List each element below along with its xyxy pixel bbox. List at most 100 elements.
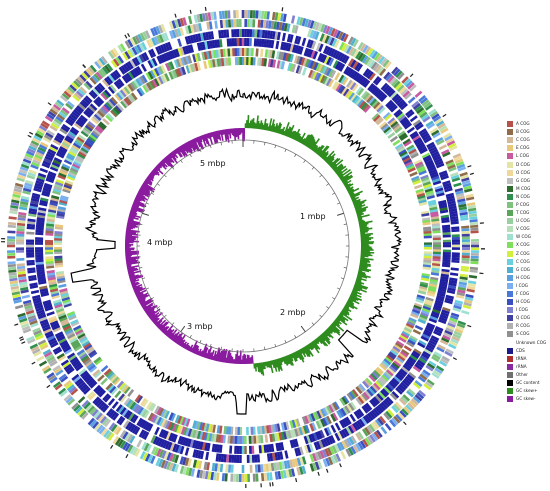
gc-skew-plus bbox=[311, 340, 319, 350]
gene-feature bbox=[199, 441, 204, 450]
gene-feature bbox=[391, 93, 400, 101]
gene-feature bbox=[373, 52, 381, 61]
gene-feature bbox=[68, 335, 77, 342]
gene-feature bbox=[341, 440, 348, 449]
gc-skew-plus bbox=[303, 134, 312, 146]
gc-skew-minus bbox=[145, 304, 158, 315]
gene-feature bbox=[196, 52, 202, 62]
gene-feature bbox=[225, 19, 229, 28]
gene-feature bbox=[383, 126, 392, 134]
ruler-label-3mbp: 3 mbp bbox=[187, 322, 213, 331]
gene-feature bbox=[255, 435, 259, 444]
gene-feature bbox=[376, 91, 384, 99]
legend-label: rRNA bbox=[516, 363, 527, 369]
gene-feature bbox=[395, 387, 403, 395]
gc-skew-plus bbox=[324, 155, 332, 163]
gc-skew-minus bbox=[195, 137, 201, 148]
gene-feature bbox=[63, 139, 72, 146]
gene-feature bbox=[431, 269, 440, 274]
gene-feature bbox=[401, 330, 410, 337]
rna-marker bbox=[467, 324, 472, 328]
gc-skew-minus bbox=[125, 250, 139, 253]
gc-skew-plus bbox=[250, 119, 254, 129]
gene-feature bbox=[141, 41, 148, 51]
gene-feature bbox=[294, 438, 299, 448]
gene-feature bbox=[65, 135, 74, 142]
gene-feature bbox=[430, 335, 440, 341]
gene-feature bbox=[59, 290, 69, 295]
gene-feature bbox=[431, 223, 440, 227]
gene-feature bbox=[280, 41, 285, 50]
gene-feature bbox=[398, 370, 406, 378]
ruler-tick bbox=[220, 142, 222, 146]
gene-feature bbox=[85, 403, 93, 412]
gene-feature bbox=[38, 144, 48, 151]
gene-feature bbox=[51, 106, 60, 114]
gene-feature bbox=[441, 271, 450, 275]
gene-feature bbox=[85, 68, 93, 77]
gene-feature bbox=[265, 39, 270, 48]
gene-feature bbox=[353, 96, 361, 105]
gene-feature bbox=[419, 111, 428, 119]
gene-feature bbox=[347, 447, 354, 456]
feature-ring bbox=[7, 10, 479, 482]
gene-feature bbox=[140, 63, 147, 72]
gene-feature bbox=[434, 158, 443, 164]
gene-feature bbox=[448, 205, 457, 210]
gene-feature bbox=[93, 113, 102, 121]
gc-skew-minus bbox=[234, 128, 237, 138]
gene-feature bbox=[60, 320, 70, 327]
gene-feature bbox=[351, 389, 359, 397]
gc-skew-plus bbox=[329, 325, 341, 336]
gc-skew-plus bbox=[295, 133, 301, 142]
gene-feature bbox=[399, 116, 408, 124]
gene-feature bbox=[177, 47, 183, 57]
legend-label: Unknown COG bbox=[516, 339, 547, 345]
gc-skew-plus bbox=[336, 170, 343, 176]
ruler-tick bbox=[146, 202, 150, 205]
gene-feature bbox=[371, 51, 379, 60]
gene-feature bbox=[348, 391, 356, 400]
gene-feature bbox=[340, 407, 347, 417]
gene-feature bbox=[86, 391, 95, 399]
gene-feature bbox=[447, 322, 456, 328]
gc-skew-minus bbox=[153, 317, 160, 324]
gene-feature bbox=[164, 410, 170, 419]
gene-feature bbox=[23, 155, 33, 162]
gc-skew-minus bbox=[192, 344, 198, 354]
gene-feature bbox=[374, 406, 382, 415]
gene-feature bbox=[370, 422, 378, 431]
gene-feature bbox=[277, 12, 282, 22]
gene-feature bbox=[22, 158, 32, 164]
gene-feature bbox=[301, 416, 307, 425]
gene-feature bbox=[71, 321, 80, 327]
gene-feature bbox=[430, 313, 439, 319]
gene-feature bbox=[214, 39, 218, 48]
gene-feature bbox=[270, 443, 275, 453]
gc-skew-plus bbox=[331, 322, 337, 327]
gene-feature bbox=[378, 106, 386, 115]
gene-feature bbox=[111, 108, 120, 116]
gene-feature bbox=[122, 441, 129, 451]
gene-feature bbox=[327, 79, 334, 88]
gc-skew-plus bbox=[291, 130, 297, 140]
gene-feature bbox=[158, 54, 165, 64]
gene-feature bbox=[39, 199, 48, 205]
gene-feature bbox=[68, 115, 77, 123]
gene-feature bbox=[421, 176, 430, 182]
gene-feature bbox=[368, 72, 376, 81]
gc-skew-plus bbox=[352, 198, 361, 204]
gene-feature bbox=[19, 166, 29, 172]
gene-feature bbox=[460, 217, 469, 221]
gene-feature bbox=[397, 412, 405, 420]
gene-feature bbox=[381, 388, 390, 396]
gene-feature bbox=[398, 86, 407, 94]
gene-feature bbox=[464, 296, 474, 301]
gene-feature bbox=[393, 124, 402, 132]
gene-feature bbox=[45, 153, 55, 160]
gene-feature bbox=[204, 12, 209, 22]
gene-feature bbox=[329, 434, 336, 444]
gc-skew-minus bbox=[138, 190, 150, 198]
gene-feature bbox=[278, 432, 283, 441]
gene-feature bbox=[48, 315, 57, 321]
